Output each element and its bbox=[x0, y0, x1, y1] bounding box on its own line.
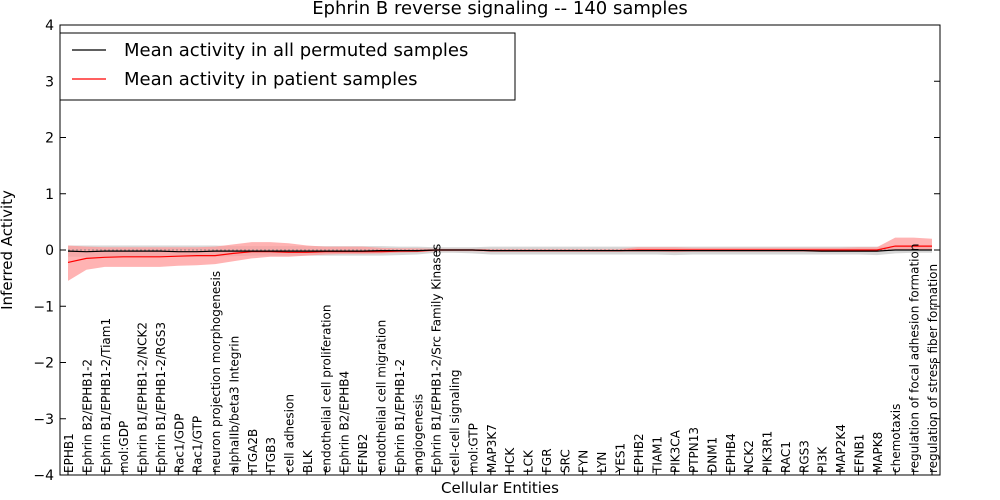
y-tick-label: 1 bbox=[45, 187, 54, 203]
x-category-label: MAP3K7 bbox=[485, 424, 499, 473]
legend-label-permuted: Mean activity in all permuted samples bbox=[124, 40, 468, 61]
x-category-label: Ephrin B1/EPHB1-2/Src Family Kinases bbox=[430, 244, 444, 473]
x-category-label: BLK bbox=[301, 449, 315, 473]
x-category-label: ITGB3 bbox=[264, 437, 278, 473]
x-category-label: Ephrin B1/EPHB1-2/NCK2 bbox=[136, 322, 150, 473]
x-category-label: MAPK8 bbox=[871, 432, 885, 473]
y-axis-label: Inferred Activity bbox=[0, 190, 16, 310]
x-category-label: Ephrin B2/EPHB1-2 bbox=[80, 359, 94, 473]
y-tick-label: −2 bbox=[33, 356, 54, 372]
x-category-label: FYN bbox=[577, 450, 591, 473]
series-line-permuted bbox=[67, 249, 932, 253]
x-category-label: Ephrin B2/EPHB4 bbox=[338, 371, 352, 473]
x-category-label: endothelial cell migration bbox=[375, 320, 389, 473]
x-category-label: HCK bbox=[503, 447, 517, 473]
x-category-label: DNM1 bbox=[705, 437, 719, 473]
legend-label-patient: Mean activity in patient samples bbox=[124, 69, 418, 90]
y-tick-label: 2 bbox=[45, 131, 54, 147]
x-category-label: TIAM1 bbox=[650, 436, 664, 474]
x-category-label: regulation of focal adhesion formation bbox=[908, 244, 922, 473]
x-category-label: chemotaxis bbox=[889, 404, 903, 473]
x-category-label: mol:GDP bbox=[117, 421, 131, 473]
x-category-label: Rac1/GDP bbox=[172, 414, 186, 473]
legend-frame bbox=[59, 32, 516, 101]
x-category-label: EPHB2 bbox=[632, 433, 646, 473]
x-category-label: alphaIIb/beta3 Integrin bbox=[227, 336, 241, 473]
x-category-label: Ephrin B1/EPHB1-2/RGS3 bbox=[154, 322, 168, 473]
x-category-label: NCK2 bbox=[742, 440, 756, 473]
y-tick-label: 4 bbox=[45, 18, 54, 34]
y-tick-label: −3 bbox=[33, 412, 54, 428]
x-category-label: cell adhesion bbox=[283, 394, 297, 473]
x-category-label: Ephrin B1/EPHB1-2 bbox=[393, 359, 407, 473]
x-category-label: LCK bbox=[522, 449, 536, 473]
x-category-label: angiogenesis bbox=[411, 394, 425, 473]
x-category-label: YES1 bbox=[613, 443, 627, 474]
x-category-label: PTPN13 bbox=[687, 427, 701, 473]
x-category-label: LYN bbox=[595, 452, 609, 473]
x-category-label: cell-cell signaling bbox=[448, 370, 462, 474]
x-category-label: MAP2K4 bbox=[834, 424, 848, 473]
x-category-label: FGR bbox=[540, 448, 554, 473]
y-tick-label: −1 bbox=[33, 299, 54, 315]
x-category-label: neuron projection morphogenesis bbox=[209, 271, 223, 473]
x-category-label: Ephrin B1/EPHB1-2/Tiam1 bbox=[99, 318, 113, 473]
x-category-label: mol:GTP bbox=[466, 423, 480, 473]
x-category-label: regulation of stress fiber formation bbox=[926, 264, 940, 473]
x-category-label: EFNB1 bbox=[852, 434, 866, 473]
x-category-label: endothelial cell proliferation bbox=[319, 305, 333, 473]
band-patient bbox=[68, 237, 932, 281]
x-category-label: RGS3 bbox=[797, 440, 811, 473]
x-category-label: PIK3R1 bbox=[761, 431, 775, 473]
y-tick-label: −4 bbox=[33, 468, 54, 484]
x-axis-label: Cellular Entities bbox=[441, 479, 559, 497]
x-category-label: EPHB4 bbox=[724, 433, 738, 473]
plot-area: −4 −3 −2 −1 0 1 2 3 4 EPHB1 Ephrin B2/EPHB1-2 Ephri… bbox=[33, 18, 941, 484]
x-category-label: RAC1 bbox=[779, 441, 793, 473]
x-category-label: EFNB2 bbox=[356, 434, 370, 473]
x-category-label: PIK3CA bbox=[669, 429, 683, 473]
y-tick-label: 3 bbox=[45, 74, 54, 90]
x-category-label: SRC bbox=[558, 449, 572, 473]
x-category-label: ITGA2B bbox=[246, 429, 260, 473]
x-category-label: EPHB1 bbox=[62, 433, 76, 473]
x-category-label: Rac1/GTP bbox=[191, 416, 205, 473]
chart-title: Ephrin B reverse signaling -- 140 sample… bbox=[312, 0, 688, 19]
x-category-label: PI3K bbox=[816, 446, 830, 473]
legend: Mean activity in all permuted samples Me… bbox=[59, 32, 516, 101]
y-tick-label: 0 bbox=[45, 243, 54, 259]
